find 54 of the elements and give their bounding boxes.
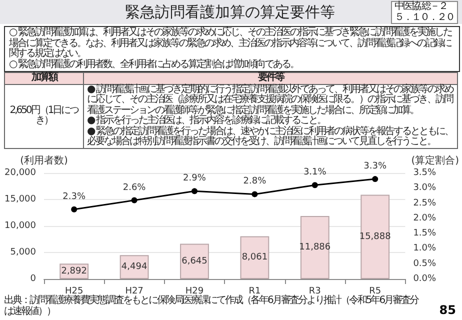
data-label: 2.6% — [122, 182, 146, 193]
data-label: 2,892 — [61, 266, 87, 276]
data-label: 3.1% — [303, 168, 327, 178]
data-label: 6,645 — [182, 256, 208, 266]
point — [131, 197, 138, 204]
x-tick-label: R5 — [369, 286, 382, 296]
y2-tick-label: 0.0% — [413, 274, 437, 284]
text: ○ 緊急訪問看護加算は、利用者又はその家族等の求めに応じ、その主治医の指示に基づき緊急に訪問看護を実施した場合に算定できる。なお、利用者又は家族等の緊急の求め、主治医の指示内容等について、訪問看護記録への記録に関する規定はない。 — [9, 27, 453, 59]
y2-tick-label: 1.0% — [413, 244, 437, 254]
bar — [300, 216, 330, 279]
x-tick-label: R3 — [308, 286, 321, 296]
data-label: 11,886 — [299, 242, 331, 252]
data-label: 2.8% — [243, 176, 267, 187]
y-tick-label: 5,000 — [10, 248, 36, 258]
point — [192, 188, 198, 194]
y-tick-label: 10,000 — [4, 221, 36, 231]
text: ● 訪問看護計画に基づき定期的に行う指定訪問看護以外であって、利用者又はその家族等の求めに応じて、その主治医（診療所又は在宅療養支援病院の保険医に限る。）の指示に基づき、訪問看護ステーションの看護師等が緊急に指定訪問看護を実施した場合に、所定額に加算。 — [87, 84, 454, 116]
bar — [180, 244, 209, 279]
chart-title: 緊急訪問看護加算の算定要件等 — [124, 3, 336, 21]
data-label: 3.3% — [364, 162, 387, 172]
point — [312, 182, 318, 188]
y2-tick-label: 2.0% — [413, 213, 437, 224]
point — [71, 206, 78, 212]
data-label: 4,494 — [121, 262, 148, 272]
point — [372, 176, 378, 182]
y2-tick-label: 3.5% — [413, 168, 437, 178]
point — [252, 191, 258, 198]
text: 2,650円（1日につき） — [8, 104, 80, 126]
y2-tick-label: 1.5% — [413, 228, 437, 239]
data-label: 2.9% — [183, 174, 206, 184]
y2-tick-label: 2.5% — [413, 198, 437, 208]
text: ○ 緊急訪問看護の利用者数、全利用者に占める算定割合は増加傾向である。 — [9, 58, 300, 70]
text: 中医協 総－２ — [394, 1, 448, 12]
text: ５．１０．２０ — [394, 12, 454, 23]
y-tick-label: 0 — [30, 274, 36, 284]
y-tick-label: 15,000 — [4, 194, 36, 204]
text: 加算額 — [30, 72, 58, 84]
x-tick-label: R1 — [248, 286, 261, 296]
y2-axis-title: (算定割合) — [411, 154, 460, 166]
y-tick-label: 20,000 — [4, 168, 36, 178]
data-label: 8,061 — [242, 252, 268, 263]
bar — [360, 194, 390, 279]
x-tick-label: H27 — [125, 286, 144, 296]
y-axis-title: (利用者数) — [20, 154, 68, 166]
source-note: 出典：訪問看護療養費実態調査をもとに保険局医療課にて作成（各年6月審査分より推計（令和5年6月審査分は速報値）） — [4, 295, 420, 317]
text: ● 緊急の指定訪問看護を行った場合は、速やかに主治医に利用者の病状等を報告するとともに、必要な場合は特別訪問看護指示書の交付を受け、訪問看護計画について見直しを行うこと。 — [87, 126, 454, 148]
data-label: 15,888 — [359, 232, 392, 242]
y2-tick-label: 3.0% — [413, 183, 437, 194]
data-label: 2.3% — [62, 192, 86, 202]
text: 85 — [439, 303, 456, 317]
y2-tick-label: 0.5% — [413, 258, 437, 269]
text: ● 指示を行った主治医は、指示内容を診療録に記載すること。 — [87, 115, 326, 126]
text: 要件等 — [256, 72, 285, 84]
bar — [240, 236, 270, 279]
